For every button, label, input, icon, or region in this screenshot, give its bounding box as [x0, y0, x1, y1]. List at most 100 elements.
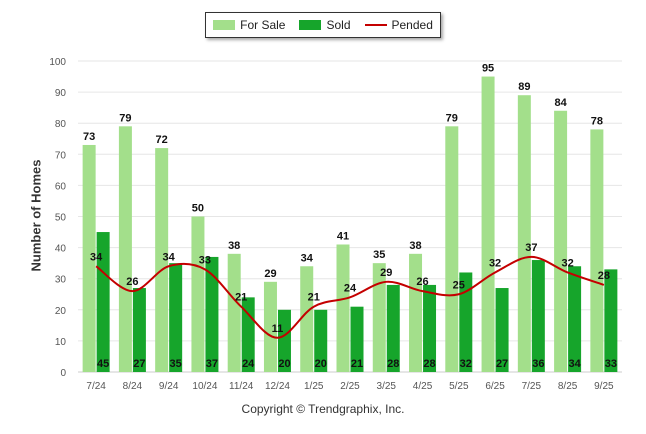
legend: For Sale Sold Pended	[205, 12, 441, 38]
sold-value-label: 33	[605, 358, 617, 370]
for-sale-value-label: 89	[518, 81, 530, 93]
x-tick-label: 6/25	[485, 381, 505, 392]
x-tick-label: 1/25	[304, 381, 324, 392]
y-tick-label: 100	[49, 57, 66, 68]
legend-item-pended[interactable]: Pended	[364, 18, 433, 32]
legend-item-for-sale[interactable]: For Sale	[213, 18, 285, 32]
legend-label-for-sale: For Sale	[240, 18, 286, 32]
sold-bar	[350, 306, 364, 372]
x-tick-label: 4/25	[413, 381, 433, 392]
for-sale-bar	[554, 110, 568, 372]
x-tick-label: 9/24	[159, 381, 179, 392]
for-sale-swatch	[213, 20, 236, 30]
y-tick-label: 80	[55, 119, 67, 130]
pended-value-label: 29	[380, 267, 392, 279]
y-tick-label: 60	[55, 181, 67, 192]
x-tick-label: 7/24	[86, 381, 106, 392]
x-tick-label: 3/25	[377, 381, 397, 392]
x-tick-label: 2/25	[340, 381, 360, 392]
x-tick-label: 12/24	[265, 381, 290, 392]
x-tick-label: 7/25	[522, 381, 542, 392]
for-sale-bar	[263, 281, 277, 372]
y-tick-label: 70	[55, 150, 67, 161]
for-sale-bar	[517, 95, 531, 373]
pended-value-label: 37	[525, 242, 537, 254]
x-tick-label: 5/25	[449, 381, 469, 392]
x-tick-label: 8/24	[123, 381, 143, 392]
sold-bar	[386, 284, 400, 372]
y-tick-label: 90	[55, 88, 67, 99]
sold-bar	[314, 309, 328, 372]
sold-swatch	[299, 20, 322, 30]
pended-value-label: 24	[344, 282, 357, 294]
for-sale-value-label: 34	[301, 252, 314, 264]
sold-value-label: 27	[496, 358, 508, 370]
sold-value-label: 27	[133, 358, 145, 370]
y-tick-label: 50	[55, 213, 67, 224]
pended-value-label: 26	[126, 276, 138, 288]
for-sale-bar	[300, 266, 314, 372]
sold-bar	[132, 288, 146, 372]
for-sale-value-label: 35	[373, 249, 385, 261]
for-sale-value-label: 79	[446, 112, 458, 124]
for-sale-bar	[481, 76, 495, 373]
for-sale-bar	[118, 126, 132, 372]
for-sale-value-label: 78	[591, 115, 603, 127]
pended-line	[95, 255, 605, 339]
y-tick-label: 30	[55, 275, 67, 286]
pended-value-label: 32	[489, 257, 501, 269]
sold-value-label: 28	[387, 358, 399, 370]
for-sale-bar	[82, 144, 96, 372]
sold-value-label: 34	[568, 358, 581, 370]
sold-bar	[205, 256, 219, 372]
sold-bar	[568, 266, 582, 372]
sold-value-label: 24	[242, 358, 255, 370]
y-tick-label: 20	[55, 306, 67, 317]
sold-value-label: 37	[206, 358, 218, 370]
pended-value-label: 21	[235, 292, 247, 304]
pended-value-label: 34	[163, 251, 176, 263]
pended-value-label: 26	[416, 276, 428, 288]
legend-item-sold[interactable]: Sold	[299, 18, 351, 32]
legend-label-sold: Sold	[326, 18, 351, 32]
for-sale-bar	[445, 126, 459, 372]
sold-value-label: 20	[315, 358, 327, 370]
x-tick-label: 10/24	[192, 381, 217, 392]
sold-bar	[495, 288, 509, 372]
y-tick-label: 10	[55, 337, 67, 348]
sold-value-label: 35	[170, 358, 182, 370]
for-sale-value-label: 79	[119, 112, 131, 124]
for-sale-bar	[409, 253, 423, 372]
y-tick-label: 40	[55, 244, 67, 255]
pended-value-label: 33	[199, 254, 211, 266]
sold-bar	[604, 269, 618, 372]
pended-value-label: 28	[598, 270, 610, 282]
for-sale-value-label: 29	[264, 268, 276, 280]
for-sale-bar	[227, 253, 241, 372]
x-tick-label: 11/24	[229, 381, 254, 392]
sold-value-label: 28	[423, 358, 435, 370]
for-sale-value-label: 38	[409, 240, 421, 252]
x-tick-label: 8/25	[558, 381, 578, 392]
for-sale-value-label: 95	[482, 63, 494, 75]
for-sale-value-label: 72	[156, 134, 168, 146]
sold-bar	[277, 309, 291, 372]
sold-value-label: 32	[460, 358, 472, 370]
for-sale-value-label: 84	[554, 97, 567, 109]
sold-value-label: 45	[97, 358, 109, 370]
copyright-text: Copyright © Trendgraphix, Inc.	[241, 402, 405, 416]
pended-value-label: 25	[453, 279, 465, 291]
for-sale-bar	[372, 263, 386, 372]
sold-value-label: 20	[278, 358, 290, 370]
for-sale-bar	[336, 244, 350, 372]
for-sale-value-label: 38	[228, 240, 240, 252]
pended-value-label: 34	[90, 251, 103, 263]
y-tick-label: 0	[60, 368, 66, 379]
for-sale-bar	[155, 148, 169, 372]
x-tick-label: 9/25	[594, 381, 614, 392]
for-sale-bar	[590, 129, 604, 372]
for-sale-value-label: 73	[83, 131, 95, 143]
legend-label-pended: Pended	[391, 18, 433, 32]
sold-bar	[423, 284, 437, 372]
pended-swatch	[364, 24, 387, 26]
